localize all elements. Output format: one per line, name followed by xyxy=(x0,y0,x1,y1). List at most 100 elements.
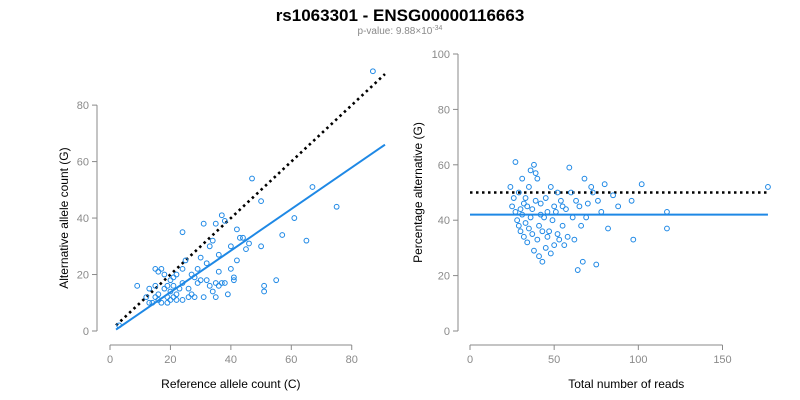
data-point xyxy=(537,211,544,218)
data-point xyxy=(230,274,237,281)
data-point xyxy=(542,195,549,201)
allele-count-scatter-panel: 0 20 40 60 80 0 20 40 60 80 Reference allele count… xyxy=(57,68,386,391)
data-point xyxy=(509,203,515,210)
y-tick-label: 100 xyxy=(432,49,450,61)
data-point xyxy=(519,211,526,218)
x-tick-label: 100 xyxy=(629,354,647,366)
data-point xyxy=(541,214,547,221)
data-point xyxy=(536,253,542,260)
x-tick-label: 50 xyxy=(548,354,560,366)
data-point xyxy=(568,189,574,196)
data-point xyxy=(197,277,204,284)
data-point xyxy=(155,268,162,275)
data-point xyxy=(173,297,180,303)
data-point xyxy=(197,254,204,261)
data-point xyxy=(547,184,554,190)
data-point xyxy=(243,246,249,253)
subtitle-times: × xyxy=(415,26,421,37)
data-point xyxy=(179,229,186,236)
data-point xyxy=(134,282,141,289)
data-point xyxy=(179,265,186,272)
data-point xyxy=(179,280,186,286)
y-tick-label: 0 xyxy=(83,326,89,338)
data-point xyxy=(536,222,542,229)
percentage-alternative-scatter-panel: 0 50 100 150 0 20 40 60 80 100 Total number of rea… xyxy=(411,49,771,391)
data-point xyxy=(246,240,252,247)
data-point xyxy=(215,268,222,275)
data-point xyxy=(218,280,225,286)
subtitle-mantissa: 9.88 xyxy=(396,26,416,37)
data-point xyxy=(566,164,573,171)
data-point xyxy=(539,258,546,265)
data-point xyxy=(116,322,122,329)
data-point xyxy=(527,214,534,221)
data-point xyxy=(520,200,527,207)
data-point xyxy=(551,203,558,210)
data-point xyxy=(143,294,150,301)
data-point xyxy=(515,189,522,196)
subtitle-base: 10 xyxy=(421,26,433,37)
data-point xyxy=(291,215,298,221)
data-point xyxy=(507,184,514,190)
data-point xyxy=(309,184,316,190)
data-point xyxy=(221,280,228,286)
data-point xyxy=(161,285,168,292)
data-point xyxy=(173,291,180,298)
data-point xyxy=(532,197,539,204)
data-point xyxy=(549,217,556,224)
data-point xyxy=(551,242,558,249)
data-point xyxy=(152,282,159,289)
subtitle-prefix: p-value: xyxy=(358,26,396,37)
data-point xyxy=(194,280,201,286)
data-point xyxy=(574,267,581,273)
y-tick-label: 40 xyxy=(77,213,89,225)
data-point xyxy=(152,265,159,272)
data-point xyxy=(185,285,192,292)
data-point xyxy=(514,217,521,224)
data-point xyxy=(194,265,201,272)
data-point xyxy=(561,242,568,249)
data-point xyxy=(200,294,207,301)
x-tick-label: 0 xyxy=(107,354,113,366)
x-tick-label: 150 xyxy=(713,354,731,366)
data-point xyxy=(554,189,561,196)
reference-line xyxy=(115,73,386,327)
data-point xyxy=(158,265,165,272)
data-point xyxy=(200,220,207,227)
data-point xyxy=(546,228,553,235)
data-point xyxy=(664,208,670,215)
data-point xyxy=(542,245,549,251)
data-point xyxy=(173,271,180,278)
data-point xyxy=(532,170,539,177)
data-point xyxy=(588,184,595,190)
data-point xyxy=(628,197,635,204)
data-point xyxy=(333,203,340,210)
data-point xyxy=(571,236,578,243)
y-axis-label: Percentage alternative (G) xyxy=(411,122,425,263)
data-point xyxy=(517,228,524,235)
data-point xyxy=(146,299,153,306)
data-point xyxy=(167,288,174,295)
data-point xyxy=(589,189,596,196)
data-point xyxy=(167,277,174,284)
data-point xyxy=(149,299,156,306)
data-point xyxy=(527,167,534,174)
data-point xyxy=(152,294,159,301)
data-point xyxy=(552,208,559,215)
data-point xyxy=(167,297,174,303)
chart-subtitle: p-value: 9.88×10-34 xyxy=(358,25,443,37)
data-point xyxy=(576,203,583,210)
chart-title: rs1063301 - ENSG00000116663 xyxy=(276,6,525,25)
data-point xyxy=(206,282,213,289)
data-point xyxy=(564,233,571,240)
data-point xyxy=(765,184,771,190)
data-point xyxy=(206,243,213,250)
data-point xyxy=(526,184,532,190)
data-point xyxy=(598,208,605,215)
data-point xyxy=(221,217,228,224)
data-point xyxy=(161,271,168,278)
data-point xyxy=(258,198,264,205)
y-tick-label: 60 xyxy=(438,160,450,172)
data-point xyxy=(559,222,566,229)
data-point xyxy=(215,251,222,258)
